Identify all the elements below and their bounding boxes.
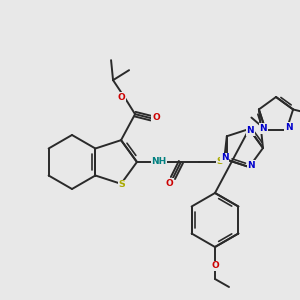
Text: O: O bbox=[165, 178, 173, 188]
Text: NH: NH bbox=[151, 157, 166, 166]
Text: S: S bbox=[119, 180, 125, 189]
Text: O: O bbox=[211, 262, 219, 271]
Text: O: O bbox=[117, 93, 125, 102]
Text: N: N bbox=[248, 160, 255, 169]
Text: N: N bbox=[285, 123, 292, 132]
Text: N: N bbox=[246, 127, 254, 136]
Text: O: O bbox=[152, 113, 160, 122]
Text: N: N bbox=[260, 124, 267, 133]
Text: S: S bbox=[217, 158, 223, 166]
Text: N: N bbox=[221, 153, 229, 162]
